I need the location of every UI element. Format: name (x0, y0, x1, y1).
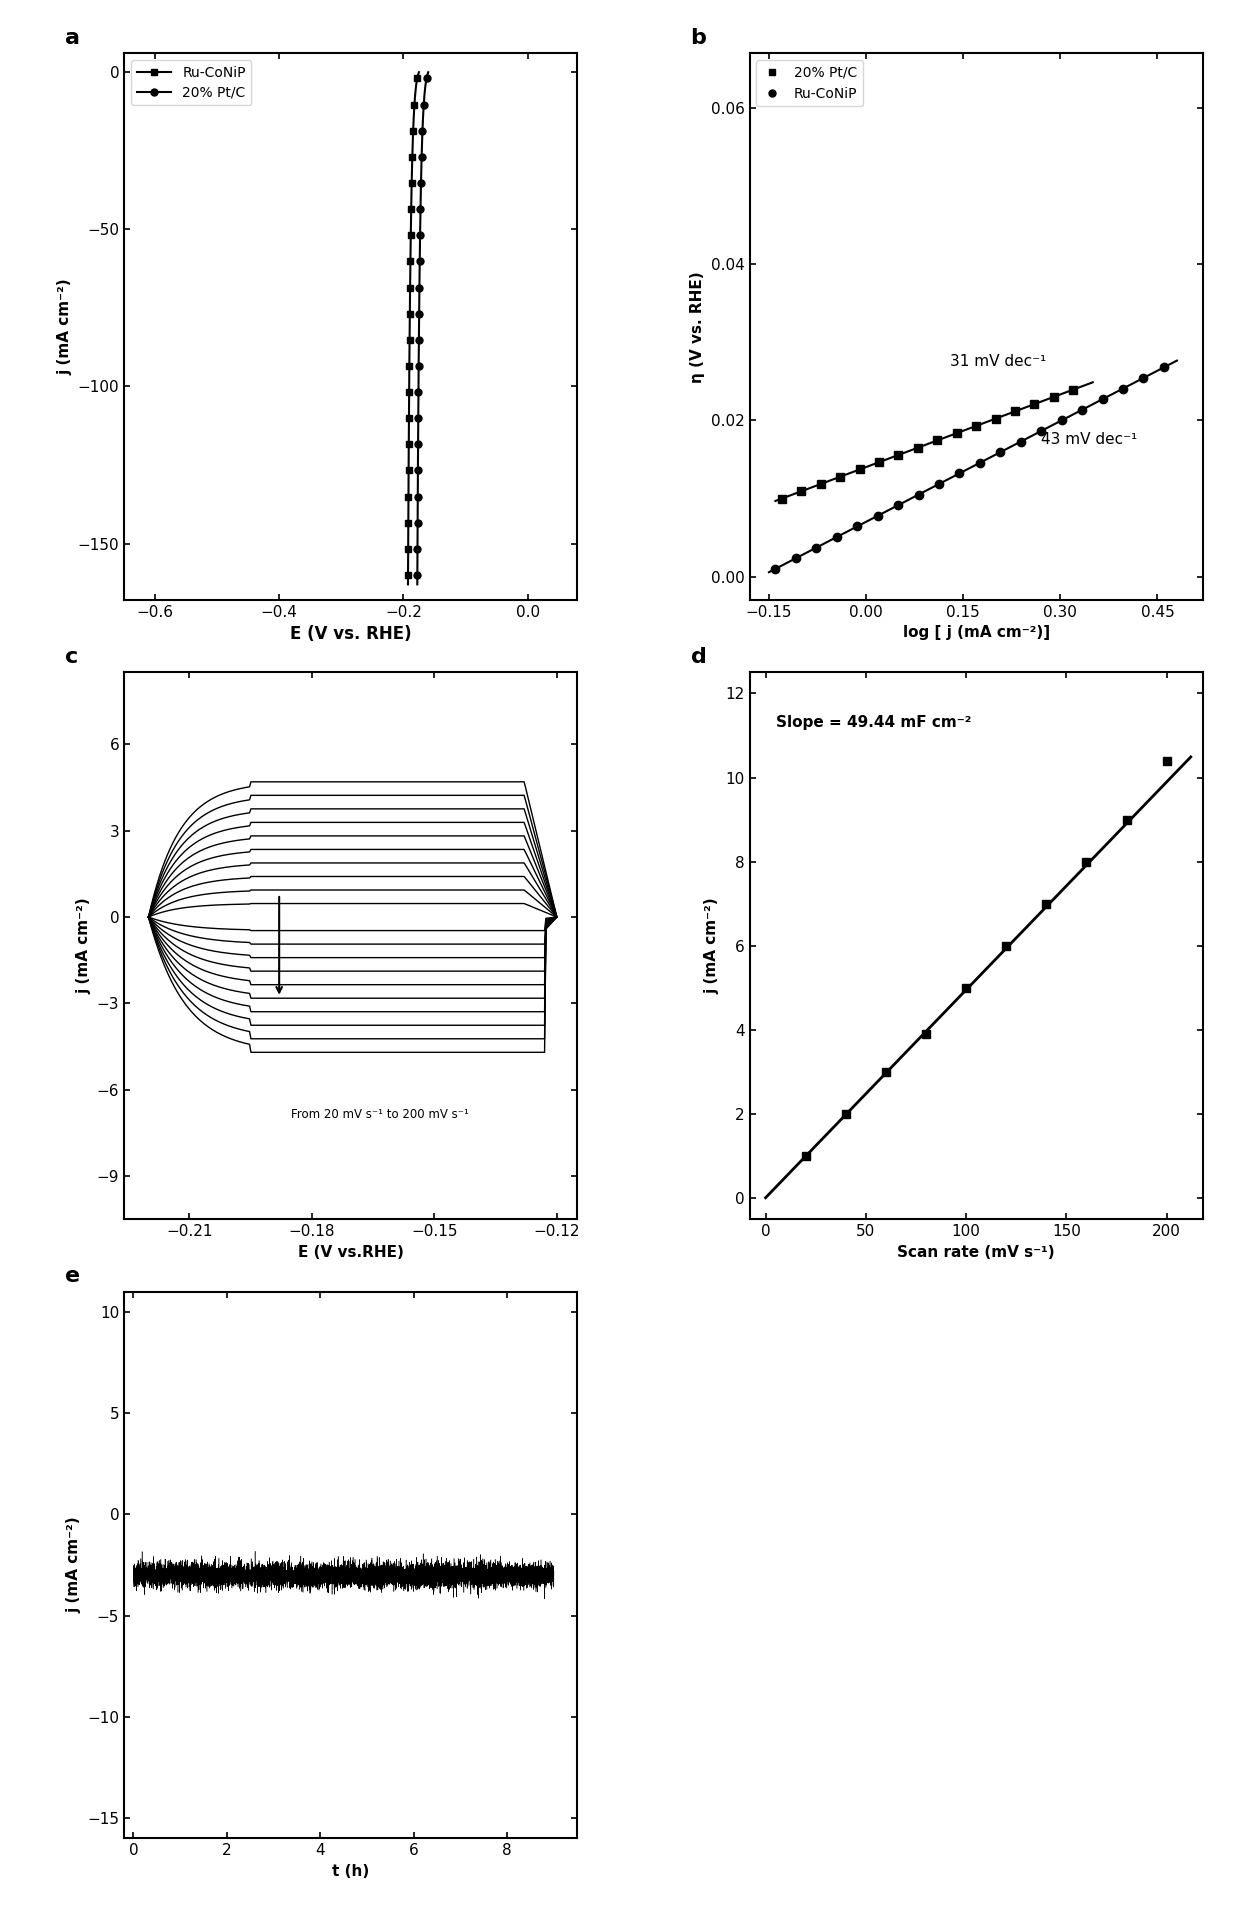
X-axis label: Scan rate (mV s⁻¹): Scan rate (mV s⁻¹) (898, 1244, 1055, 1259)
Text: 43 mV dec⁻¹: 43 mV dec⁻¹ (1040, 432, 1137, 448)
X-axis label: t (h): t (h) (332, 1863, 370, 1878)
Y-axis label: j (mA cm⁻²): j (mA cm⁻²) (704, 897, 720, 994)
X-axis label: log [ j (mA cm⁻²)]: log [ j (mA cm⁻²)] (903, 625, 1050, 640)
Y-axis label: j (mA cm⁻²): j (mA cm⁻²) (67, 1516, 82, 1614)
Text: a: a (64, 29, 81, 48)
Text: d: d (691, 648, 707, 667)
Text: From 20 mV s⁻¹ to 200 mV s⁻¹: From 20 mV s⁻¹ to 200 mV s⁻¹ (291, 1109, 469, 1122)
Legend: 20% Pt/C, Ru-CoNiP: 20% Pt/C, Ru-CoNiP (756, 61, 863, 107)
Y-axis label: j (mA cm⁻²): j (mA cm⁻²) (57, 278, 72, 375)
X-axis label: E (V vs.RHE): E (V vs.RHE) (298, 1244, 403, 1259)
Text: b: b (691, 29, 707, 48)
Text: e: e (64, 1267, 81, 1286)
Text: 31 mV dec⁻¹: 31 mV dec⁻¹ (950, 354, 1047, 370)
Y-axis label: j (mA cm⁻²): j (mA cm⁻²) (76, 897, 91, 994)
Text: Slope = 49.44 mF cm⁻²: Slope = 49.44 mF cm⁻² (775, 714, 971, 730)
Legend: Ru-CoNiP, 20% Pt/C: Ru-CoNiP, 20% Pt/C (131, 61, 252, 105)
Text: c: c (64, 648, 78, 667)
Y-axis label: η (V vs. RHE): η (V vs. RHE) (691, 271, 706, 383)
X-axis label: E (V vs. RHE): E (V vs. RHE) (290, 625, 412, 644)
